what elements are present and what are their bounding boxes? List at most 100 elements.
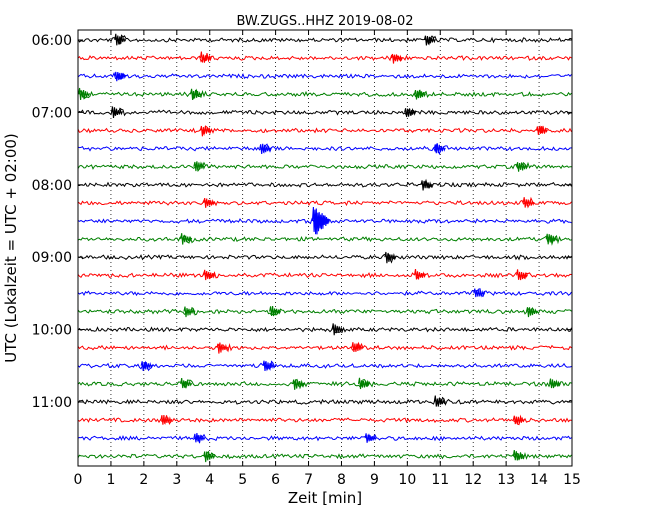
trace-event	[384, 251, 397, 264]
seismic-trace	[77, 178, 572, 191]
trace-event	[259, 143, 272, 154]
trace-event	[351, 342, 364, 352]
seismic-trace	[77, 233, 572, 246]
trace-event	[512, 415, 525, 425]
trace-event	[525, 307, 538, 318]
x-tick-label: 12	[464, 472, 482, 488]
trace-event	[512, 450, 525, 461]
y-axis-label: UTC (Lokalzeit = UTC + 02:00)	[2, 133, 20, 363]
trace-event	[390, 53, 404, 64]
x-axis-label: Zeit [min]	[288, 489, 362, 507]
trace-event	[180, 378, 193, 389]
trace-waveform	[77, 125, 572, 136]
seismic-trace	[77, 433, 572, 444]
trace-waveform	[77, 341, 572, 353]
trace-event	[420, 180, 433, 191]
trace-waveform	[77, 53, 572, 63]
trace-event	[180, 233, 193, 245]
x-tick-label: 2	[139, 472, 148, 488]
seismic-trace	[77, 288, 572, 298]
trace-event	[404, 108, 417, 118]
trace-event	[413, 89, 427, 100]
x-tick-label: 4	[205, 472, 214, 488]
seismic-trace	[77, 106, 572, 118]
trace-event	[433, 395, 446, 407]
trace-event	[190, 88, 203, 101]
trace-waveform	[77, 360, 572, 372]
seismic-trace	[77, 360, 572, 372]
seismic-trace	[77, 341, 572, 354]
x-tick-label: 9	[370, 472, 379, 488]
x-tick-label: 8	[337, 472, 346, 488]
trace-waveform	[77, 450, 572, 461]
x-tick-label: 7	[304, 472, 313, 488]
trace-waveform	[77, 88, 572, 100]
trace-waveform	[77, 161, 572, 173]
trace-event	[216, 342, 229, 354]
trace-event	[199, 51, 212, 63]
x-axis: 0 1 2 3 4 5 6 7 8 9 10 11 12 13 14 15	[74, 30, 581, 488]
y-tick-label: 06:00	[32, 33, 72, 49]
seismic-trace	[77, 87, 572, 101]
seismic-trace	[77, 196, 572, 209]
x-tick-label: 15	[563, 472, 581, 488]
trace-event	[183, 306, 196, 318]
trace-waveform	[77, 306, 572, 316]
seismic-trace	[77, 206, 572, 235]
trace-waveform	[77, 34, 572, 46]
seismic-trace	[77, 269, 572, 281]
trace-event	[140, 361, 153, 372]
grid	[110, 30, 540, 466]
y-tick-label: 09:00	[32, 250, 72, 266]
seismic-trace	[77, 161, 572, 173]
x-tick-label: 3	[172, 472, 181, 488]
trace-waveform	[77, 414, 572, 426]
x-tick-label: 10	[398, 472, 416, 488]
seismic-trace	[77, 33, 572, 46]
trace-event	[413, 269, 426, 280]
seismic-trace	[77, 51, 572, 64]
x-tick-label: 14	[530, 472, 548, 488]
trace-waveform	[77, 324, 572, 334]
trace-event	[516, 162, 529, 172]
x-tick-label: 6	[271, 472, 280, 488]
y-tick-label: 11:00	[32, 395, 72, 411]
trace-event	[473, 288, 486, 298]
x-tick-label: 5	[238, 472, 247, 488]
trace-group	[77, 33, 572, 463]
trace-event	[193, 433, 206, 443]
trace-waveform	[77, 252, 572, 264]
seismic-trace	[77, 143, 572, 156]
y-axis: 06:00 07:00 08:00 09:00 10:00 11:00	[32, 33, 572, 411]
seismic-trace	[77, 323, 572, 336]
trace-event	[78, 87, 91, 100]
trace-waveform	[77, 396, 572, 406]
seismic-trace	[77, 125, 572, 137]
trace-event	[331, 323, 344, 336]
trace-event	[311, 206, 330, 235]
trace-event	[357, 377, 370, 390]
seismic-trace	[77, 414, 572, 426]
trace-event	[110, 106, 124, 118]
trace-event	[114, 33, 127, 46]
trace-event	[262, 360, 275, 372]
x-tick-label: 1	[106, 472, 115, 488]
trace-event	[548, 378, 561, 389]
trace-waveform	[77, 143, 572, 156]
y-tick-label: 08:00	[32, 178, 72, 194]
seismic-trace	[77, 377, 572, 390]
trace-waveform	[77, 107, 572, 117]
trace-waveform	[77, 178, 572, 189]
trace-waveform	[77, 433, 572, 444]
x-tick-label: 0	[74, 472, 83, 488]
trace-event	[160, 415, 173, 425]
seismic-trace	[77, 450, 572, 463]
trace-event	[535, 126, 548, 135]
trace-event	[199, 125, 212, 137]
trace-event	[269, 306, 282, 317]
plot-frame	[77, 29, 573, 467]
trace-event	[516, 269, 529, 281]
trace-event	[203, 269, 216, 281]
trace-event	[203, 451, 216, 463]
